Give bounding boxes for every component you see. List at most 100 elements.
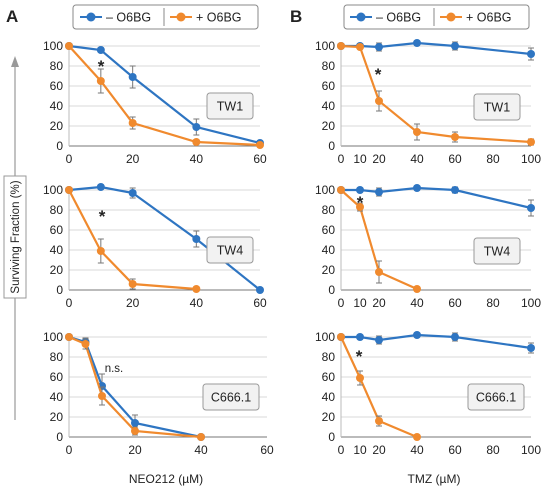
x-tick-label: 10 bbox=[353, 152, 367, 166]
x-tick-label: 60 bbox=[448, 443, 462, 457]
x-tick-label: 0 bbox=[66, 152, 73, 166]
x-tick-label: 20 bbox=[372, 443, 386, 457]
x-tick-label: 60 bbox=[253, 152, 267, 166]
x-tick-label: 100 bbox=[521, 443, 541, 457]
data-point bbox=[356, 374, 364, 382]
panel-a-letter: A bbox=[6, 7, 18, 26]
data-point bbox=[375, 188, 383, 196]
chart-a-tw1: 0 20 40 60 80 100 0 20 40 60 TW1 * bbox=[43, 39, 267, 166]
x-tick-label: 40 bbox=[410, 296, 424, 310]
data-point bbox=[451, 186, 459, 194]
cell-line-label: TW4 bbox=[217, 244, 243, 258]
data-point bbox=[375, 336, 383, 344]
data-point bbox=[128, 189, 137, 197]
x-tick-label: 100 bbox=[521, 296, 541, 310]
y-tick-label: 60 bbox=[322, 223, 336, 237]
x-tick-label: 80 bbox=[486, 443, 500, 457]
legend-a: – O6BG + O6BG bbox=[72, 4, 259, 30]
y-tick-label: 100 bbox=[315, 330, 335, 344]
legend-a-minus-marker bbox=[86, 12, 96, 22]
series-plus-o6bg bbox=[65, 42, 264, 149]
series-minus-o6bg bbox=[337, 39, 535, 61]
legend-b-plus-label: + O6BG bbox=[466, 11, 512, 25]
legend-b-minus-marker bbox=[356, 12, 366, 22]
chart-b-c6661: 0 20 40 60 80 100 0 10 20 40 60 80 100 C666.1 * bbox=[315, 330, 541, 457]
cell-line-label: C666.1 bbox=[211, 391, 251, 405]
data-point bbox=[81, 340, 90, 348]
y-tick-label: 20 bbox=[322, 410, 336, 424]
significance-annotation: * bbox=[99, 207, 106, 226]
x-axis-label-tmz: TMZ (µM) bbox=[408, 472, 461, 486]
data-point bbox=[527, 138, 535, 146]
legend-a-minus-label: – O6BG bbox=[106, 11, 151, 25]
y-tick-label: 80 bbox=[322, 59, 336, 73]
series-line bbox=[68, 189, 197, 291]
data-point bbox=[356, 333, 364, 341]
cell-line-label-box bbox=[467, 383, 525, 411]
series-plus-o6bg bbox=[337, 42, 535, 146]
data-point bbox=[96, 46, 105, 54]
data-point bbox=[256, 141, 264, 149]
x-tick-label: 20 bbox=[126, 296, 140, 310]
data-point bbox=[192, 285, 201, 293]
data-point bbox=[375, 97, 383, 105]
data-point bbox=[256, 286, 264, 294]
data-point bbox=[192, 123, 201, 131]
legend-a-plus-marker bbox=[176, 12, 186, 22]
cell-line-label: TW1 bbox=[484, 101, 510, 115]
data-point bbox=[413, 184, 421, 192]
data-point bbox=[451, 133, 459, 141]
data-point bbox=[375, 268, 383, 276]
x-tick-label: 10 bbox=[353, 443, 367, 457]
y-tick-label: 40 bbox=[322, 390, 336, 404]
legend-b-box bbox=[343, 4, 530, 30]
data-point bbox=[451, 42, 459, 50]
legend-b: – O6BG + O6BG bbox=[343, 4, 530, 30]
significance-annotation: * bbox=[98, 57, 105, 76]
y-tick-label: 60 bbox=[50, 79, 64, 93]
data-point bbox=[375, 43, 383, 51]
data-point bbox=[192, 138, 201, 146]
data-point bbox=[413, 128, 421, 136]
significance-annotation: n.s. bbox=[105, 363, 124, 375]
significance-annotation: * bbox=[357, 193, 364, 212]
legend-b-plus-marker bbox=[446, 12, 456, 22]
x-tick-label: 20 bbox=[126, 152, 140, 166]
x-tick-label: 10 bbox=[353, 296, 367, 310]
x-tick-label: 20 bbox=[372, 296, 386, 310]
data-point bbox=[128, 73, 137, 81]
data-point bbox=[527, 344, 535, 352]
data-point bbox=[337, 42, 345, 50]
y-tick-label: 80 bbox=[50, 350, 64, 364]
series-line bbox=[340, 336, 418, 439]
x-tick-label: 60 bbox=[260, 443, 274, 457]
data-point bbox=[131, 427, 139, 435]
x-tick-label: 80 bbox=[486, 296, 500, 310]
y-axis-label-group: Surviving Fraction (%) bbox=[3, 56, 27, 420]
data-point bbox=[128, 280, 137, 288]
series-plus-o6bg bbox=[65, 186, 201, 293]
y-tick-label: 0 bbox=[56, 283, 63, 297]
series-line bbox=[341, 41, 532, 56]
y-tick-label: 0 bbox=[56, 430, 63, 444]
y-tick-label: 40 bbox=[50, 390, 64, 404]
series-plus-o6bg bbox=[65, 333, 205, 441]
y-tick-label: 20 bbox=[50, 119, 64, 133]
chart-a-c6661: 0 20 40 60 80 100 0 20 40 60 C666.1 n.s. bbox=[43, 330, 274, 457]
y-tick-label: 60 bbox=[322, 79, 336, 93]
y-tick-label: 0 bbox=[328, 139, 335, 153]
data-point bbox=[65, 186, 73, 194]
y-tick-label: 100 bbox=[43, 330, 63, 344]
charts-layer: 0 20 40 60 80 100 0 20 40 60 TW1 * 0 20 40 60 80 100 0 20 40… bbox=[43, 39, 541, 457]
legend-b-minus-label: – O6BG bbox=[376, 11, 421, 25]
data-point bbox=[375, 417, 383, 425]
cell-line-label: TW4 bbox=[484, 245, 510, 259]
data-point bbox=[413, 285, 421, 293]
cell-line-label-box bbox=[206, 236, 254, 264]
series-plus-o6bg bbox=[337, 186, 421, 293]
y-tick-label: 80 bbox=[50, 59, 64, 73]
y-tick-label: 80 bbox=[322, 203, 336, 217]
y-tick-label: 80 bbox=[322, 350, 336, 364]
x-tick-label: 40 bbox=[410, 443, 424, 457]
